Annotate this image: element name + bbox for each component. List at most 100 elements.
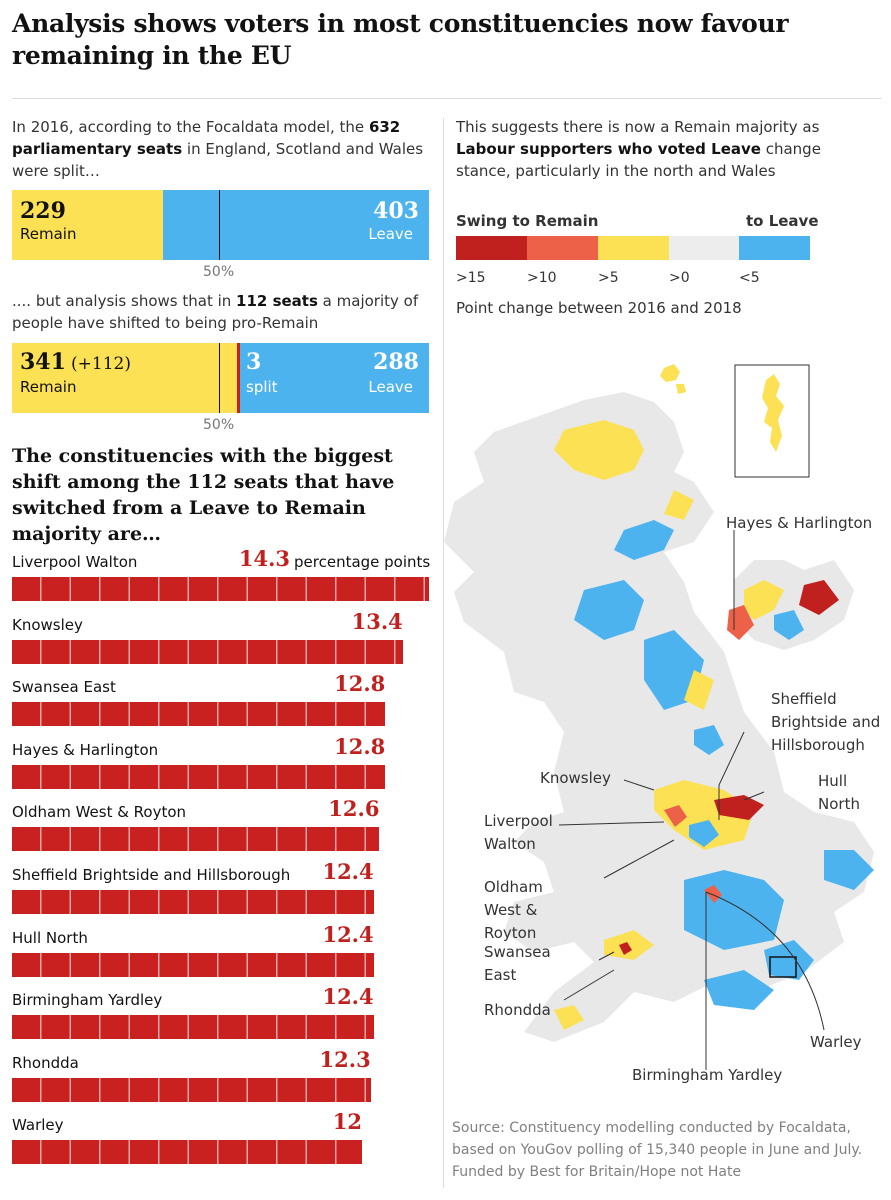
- page-title: Analysis shows voters in most constituen…: [12, 9, 789, 70]
- leave-count-2018: 288: [373, 349, 419, 375]
- london-outline: [769, 956, 797, 978]
- intro-paragraph-2018: .... but analysis shows that in 112 seat…: [12, 292, 419, 332]
- remain-segment-2018: [12, 343, 237, 413]
- shetland-inset-box: [734, 364, 810, 478]
- legend-tick: >10: [527, 270, 557, 286]
- constituency-value: 12.4: [322, 984, 374, 1010]
- leave-segment-2016: [163, 190, 429, 260]
- leader-lines: [558, 530, 825, 1070]
- constituency-bar: [12, 577, 429, 601]
- east-anglia-blue: [824, 850, 874, 890]
- constituency-name: Sheffield Brightside and Hillsborough: [12, 866, 291, 884]
- constituency-bar: [12, 890, 374, 914]
- merseyside-region: [664, 805, 687, 827]
- map-label-rhondda: Rhondda: [484, 1001, 551, 1019]
- leave-segment-2018: [240, 343, 429, 413]
- constituency-value: 12.4: [322, 921, 374, 947]
- central-scotland-region: [574, 580, 644, 640]
- remain-count-2018: 341: [20, 349, 66, 375]
- map-label-hull: Hull North: [818, 772, 860, 813]
- london-inset-red: [799, 580, 839, 615]
- split-segment-2018: [237, 343, 240, 413]
- map-label-warley: Warley: [810, 1033, 862, 1051]
- remain-segment-2016: [12, 190, 163, 260]
- london-inset-yellow: [744, 580, 784, 620]
- birmingham-area: [704, 885, 722, 903]
- constituency-value: 12.4: [322, 859, 374, 884]
- constituency-value: 12.3: [319, 1046, 371, 1072]
- map-label-hayes: Hayes & Harlington: [726, 514, 873, 532]
- right-intro-paragraph: This suggests there is now a Remain majo…: [456, 118, 821, 180]
- midline-label-2018: 50%: [203, 417, 235, 433]
- constituency-name: Swansea East: [12, 678, 116, 697]
- map-label-oldham: Oldham West & Royton: [484, 878, 543, 942]
- leave-label-2016: Leave: [368, 225, 413, 243]
- constituency-bar: [12, 1140, 362, 1165]
- legend-note: Point change between 2016 and 2018: [456, 299, 742, 317]
- split-bar-2018: 341 (+112) Remain 3 split 288 Leave: [12, 343, 429, 413]
- midline-2016: [219, 190, 220, 260]
- moray-region: [664, 490, 694, 520]
- leave-count-2016: 403: [373, 198, 419, 224]
- leave-label-2018: Leave: [368, 378, 413, 396]
- constituency-bar: [12, 827, 380, 852]
- constituency-name: Birmingham Yardley: [12, 991, 163, 1010]
- lancashire-blue-region: [689, 820, 719, 847]
- legend-title-leave: to Leave: [746, 212, 819, 230]
- constituency-bar: [12, 1077, 371, 1102]
- borders-region: [684, 670, 714, 710]
- constituency-value: 14.3: [238, 546, 290, 571]
- legend-swatch-over-10: [527, 236, 598, 260]
- constituency-name: Hayes & Harlington: [12, 740, 159, 759]
- map-label-liverpool: Liverpool Walton: [484, 812, 553, 853]
- map-label-birmingham: Birmingham Yardley: [632, 1066, 783, 1084]
- shetland-islands: [762, 374, 784, 452]
- cornwall-region: [554, 1005, 584, 1030]
- remain-count-2018-group: 341 (+112): [20, 349, 131, 375]
- split-bar-2016: 229 Remain 403 Leave: [12, 190, 429, 260]
- remain-count-2016: 229: [20, 198, 66, 224]
- intro-paragraph-2016: In 2016, according to the Focaldata mode…: [12, 118, 424, 180]
- constituency-bar: [12, 639, 403, 664]
- highlands-region: [554, 420, 644, 480]
- constituency-bar: [12, 702, 386, 727]
- map-label-swansea: Swansea East: [484, 943, 551, 984]
- legend-swatch-leave: [739, 236, 810, 260]
- legend-swatch-over-15: [456, 236, 527, 260]
- top-divider: [12, 98, 881, 99]
- great-britain-landmass: [444, 392, 874, 1042]
- constituency-name: Warley: [12, 1116, 64, 1135]
- map-label-sheffield: Sheffield Brightside and Hillsborough: [771, 690, 881, 754]
- constituency-value: 12: [332, 1109, 362, 1135]
- london-inset-blue: [774, 610, 804, 640]
- remain-label-2018: Remain: [20, 378, 77, 396]
- remain-change-2018: (+112): [71, 354, 131, 374]
- rhondda-area: [619, 942, 632, 955]
- unit-label: percentage points: [294, 553, 431, 571]
- constituency-bar: [12, 1015, 374, 1040]
- map-label-knowsley: Knowsley: [540, 769, 611, 787]
- yorkshire-red-region: [714, 795, 764, 820]
- constituency-bar: [12, 952, 374, 977]
- constituencies-heading: The constituencies with the biggest shif…: [12, 445, 395, 545]
- southern-england-blue: [704, 970, 774, 1010]
- orkney-islands: [660, 364, 686, 394]
- aberdeenshire-region: [614, 520, 674, 560]
- constituency-value: 12.8: [334, 733, 386, 759]
- midline-2018: [219, 343, 220, 413]
- northeast-region: [694, 725, 724, 755]
- constituency-swing-map: [444, 364, 874, 1070]
- constituency-value: 13.4: [351, 608, 403, 634]
- constituency-name: Hull North: [12, 928, 88, 947]
- legend-tick: >0: [669, 270, 690, 286]
- legend-tick: >5: [598, 270, 619, 286]
- legend-swatch-over-0: [669, 236, 739, 260]
- constituency-name: Rhondda: [12, 1053, 79, 1072]
- legend-title-remain: Swing to Remain: [456, 212, 599, 230]
- source-note: Source: Constituency modelling conducted…: [452, 1120, 863, 1180]
- constituency-value: 12.6: [328, 796, 380, 822]
- split-count-2018: 3: [246, 349, 262, 375]
- constituency-name: Liverpool Walton: [12, 553, 138, 571]
- split-label-2018: split: [246, 378, 278, 396]
- constituency-name: Knowsley: [12, 615, 83, 634]
